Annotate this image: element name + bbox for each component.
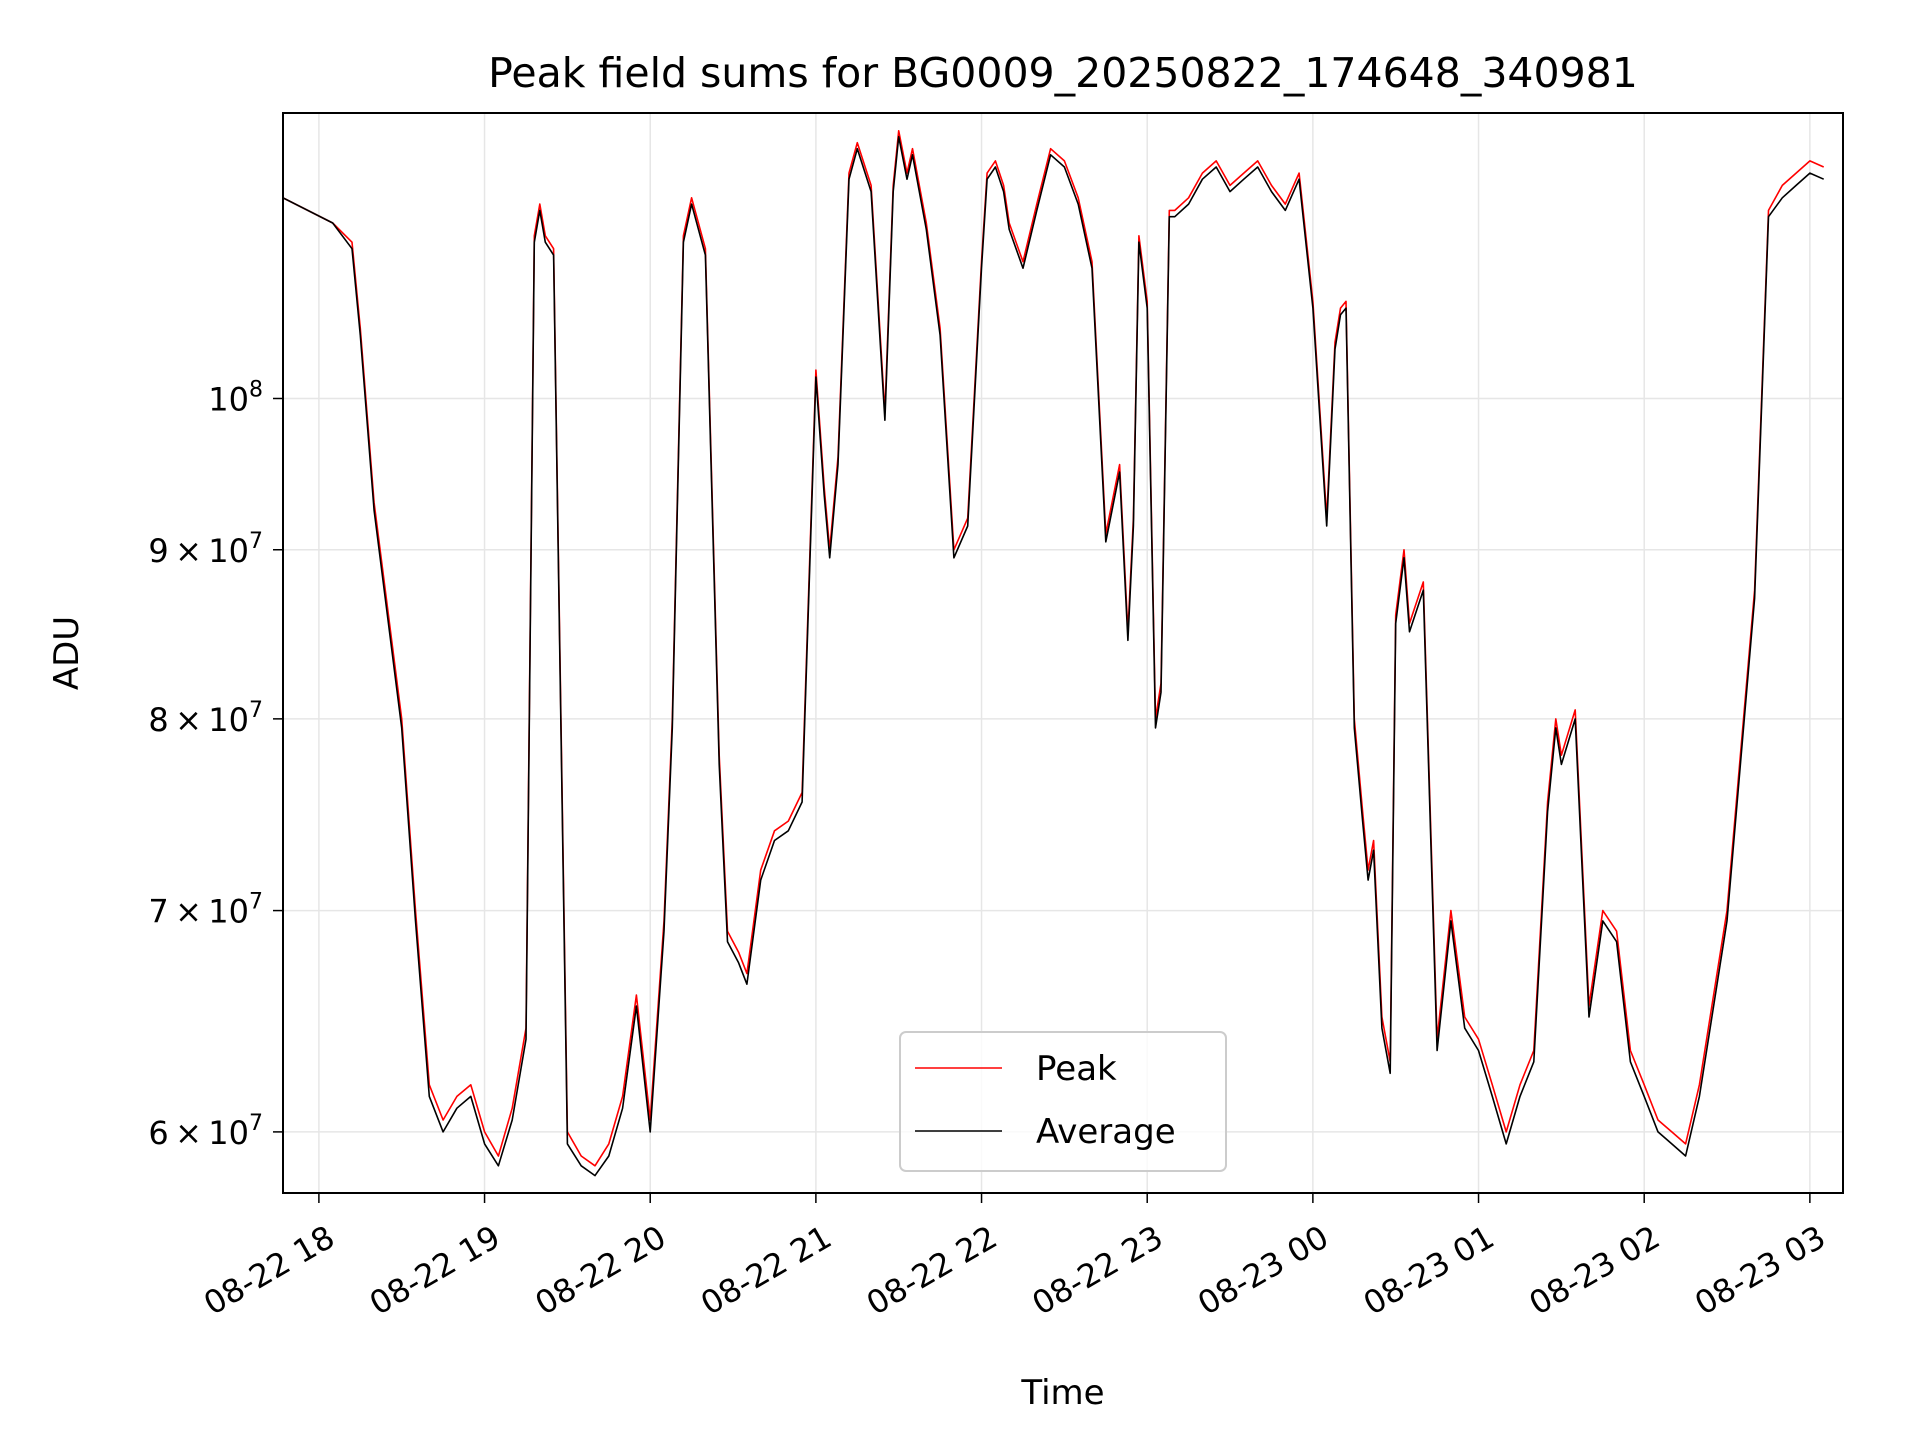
y-axis-title: ADU bbox=[47, 616, 87, 690]
y-tick-label: 6 × 107 bbox=[148, 1111, 263, 1152]
legend-peak-label: Peak bbox=[1036, 1049, 1117, 1089]
grid-lines bbox=[283, 113, 1843, 1193]
series-line-average bbox=[283, 135, 1825, 1177]
x-axis-title: Time bbox=[1020, 1373, 1104, 1413]
plot-frame bbox=[282, 112, 1844, 1194]
legend-average-label: Average bbox=[1036, 1112, 1176, 1152]
legend: Peak Average bbox=[899, 1031, 1227, 1172]
y-tick-label: 9 × 107 bbox=[148, 529, 263, 570]
series-line-peak bbox=[283, 130, 1825, 1167]
chart-title: Peak field sums for BG0009_20250822_1746… bbox=[488, 49, 1638, 97]
series-layer bbox=[283, 130, 1825, 1177]
legend-box bbox=[899, 1031, 1227, 1172]
y-tick-label: 7 × 107 bbox=[148, 890, 263, 931]
y-tick-label: 8 × 107 bbox=[148, 698, 263, 739]
